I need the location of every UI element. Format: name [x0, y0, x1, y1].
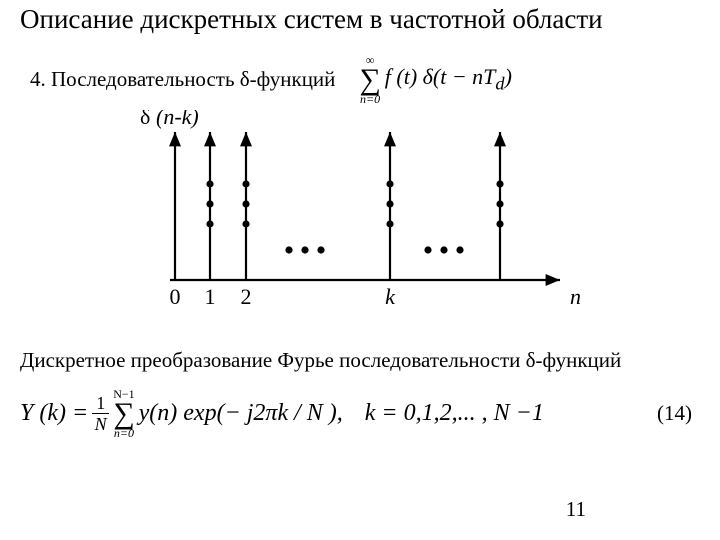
- fraction-1-over-N: 1 N: [92, 394, 109, 433]
- svg-text:(n-k): (n-k): [156, 110, 199, 129]
- f2-lhs: Y (k) =: [20, 400, 88, 427]
- svg-text:1: 1: [205, 284, 216, 309]
- formula-dft-row: Y (k) = 1 N N−1 ∑ n=0 y(n) exp(− j2πk / …: [20, 388, 700, 439]
- f2-mid: y(n) exp(− j2πk / N ),: [139, 400, 343, 427]
- svg-text:k: k: [385, 284, 396, 309]
- frac-den: N: [95, 414, 107, 433]
- svg-text:n: n: [570, 284, 581, 309]
- svg-text:δ: δ: [140, 110, 150, 129]
- formula1-body: f (t) δ(t − nTd): [385, 64, 512, 94]
- equation-number: (14): [657, 401, 692, 426]
- sum-symbol-2: N−1 ∑ n=0: [113, 388, 134, 439]
- subtitle-text: 4. Последовательность δ-функций: [30, 67, 335, 92]
- subtitle-row: 4. Последовательность δ-функций ∞ ∑ n=0 …: [30, 54, 512, 105]
- page-title: Описание дискретных систем в частотной о…: [20, 4, 603, 35]
- page-number: 11: [566, 497, 586, 522]
- sigma-icon-2: ∑: [113, 400, 134, 427]
- impulse-diagram: 012 k δ (n-k) n: [110, 110, 610, 330]
- sum2-lower: n=0: [114, 427, 134, 439]
- sum-symbol: ∞ ∑ n=0: [359, 54, 380, 105]
- formula-dft: Y (k) = 1 N N−1 ∑ n=0 y(n) exp(− j2πk / …: [20, 388, 544, 439]
- sum-lower: n=0: [360, 93, 380, 105]
- dft-text: Дискретное преобразование Фурье последов…: [20, 348, 621, 373]
- f2-rhs: k = 0,1,2,... , N −1: [365, 400, 544, 427]
- formula-delta-seq: ∞ ∑ n=0 f (t) δ(t − nTd): [359, 54, 512, 105]
- sigma-icon: ∑: [359, 66, 380, 93]
- svg-text:2: 2: [241, 284, 252, 309]
- frac-num: 1: [92, 394, 109, 414]
- svg-text:0: 0: [170, 284, 181, 309]
